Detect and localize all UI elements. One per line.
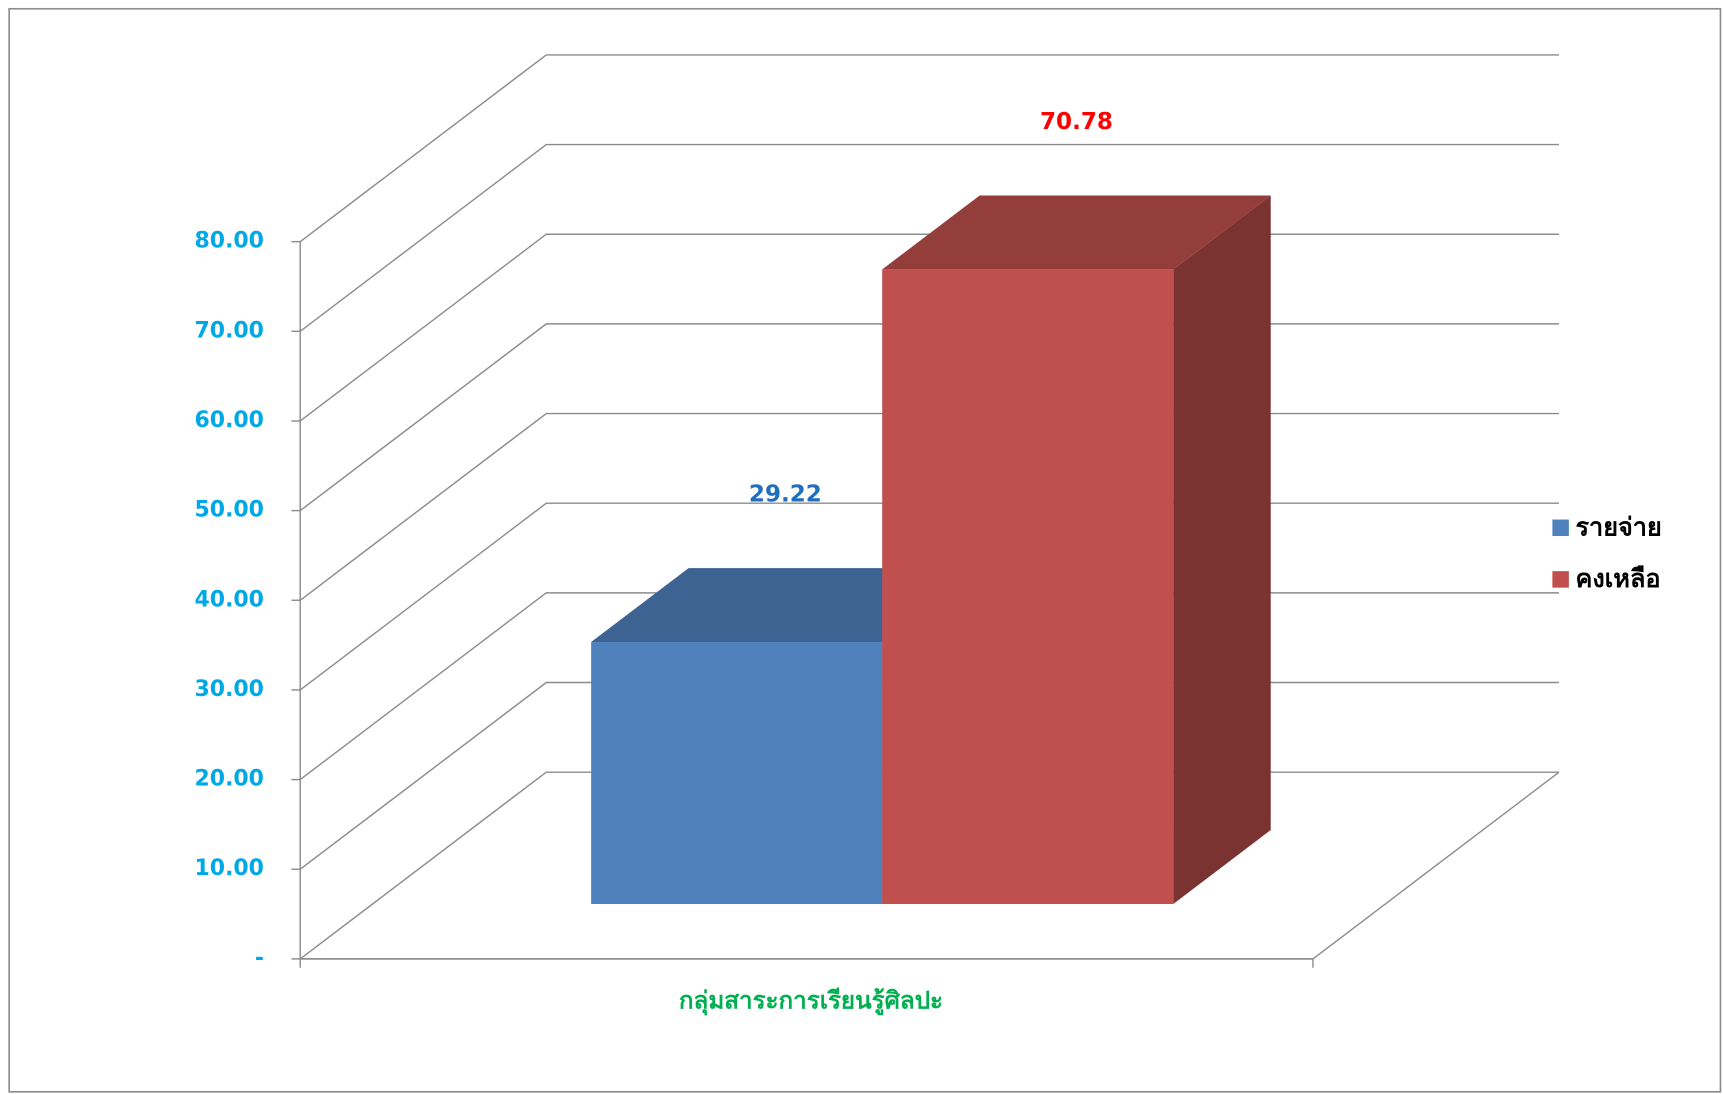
y-tick-label: -: [255, 946, 264, 971]
legend-swatch: [1552, 519, 1569, 537]
y-tick-label: 60.00: [195, 408, 264, 433]
y-tick-label: 50.00: [195, 498, 264, 523]
legend-swatch: [1552, 571, 1569, 588]
y-tick-label: 40.00: [195, 587, 264, 612]
bar: [882, 269, 1174, 904]
y-tick-label: 70.00: [195, 318, 264, 343]
x-tick-label: กลุ่มสาระการเรียนรู้ศิลปะ: [679, 987, 943, 1017]
chart-border: [8, 7, 1722, 1093]
y-tick-label: 30.00: [195, 677, 264, 702]
legend-label: คงเหลือ: [1575, 564, 1660, 593]
data-label: 70.78: [1040, 109, 1113, 135]
bar: [591, 642, 883, 904]
grid-line: [299, 143, 1559, 332]
y-tick-label: 20.00: [195, 767, 264, 792]
grid-line: [299, 54, 1559, 243]
y-tick-label: 10.00: [195, 856, 264, 881]
legend-label: รายจ่าย: [1575, 512, 1661, 541]
bar-top: [882, 195, 1271, 270]
bar-side: [1173, 195, 1271, 904]
y-tick-label: 80.00: [195, 229, 264, 254]
data-label: 29.22: [749, 482, 822, 508]
